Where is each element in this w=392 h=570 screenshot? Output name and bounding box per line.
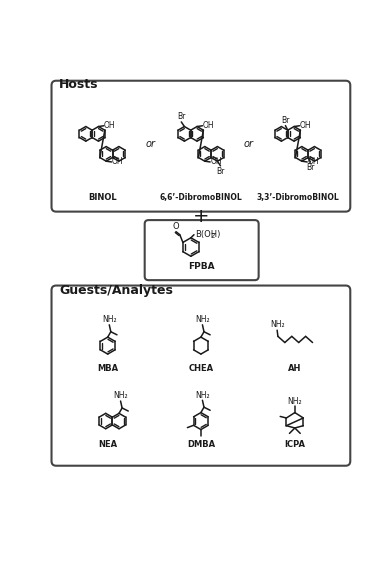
FancyBboxPatch shape (51, 81, 350, 211)
Text: 2: 2 (210, 233, 214, 239)
Text: O: O (172, 222, 179, 231)
Text: ICPA: ICPA (284, 439, 305, 449)
Text: NH₂: NH₂ (270, 320, 285, 329)
Text: Br: Br (216, 166, 225, 176)
Text: NH₂: NH₂ (195, 390, 210, 400)
Text: OH: OH (210, 157, 222, 166)
Text: BINOL: BINOL (88, 193, 117, 202)
Text: OH: OH (104, 121, 116, 131)
Text: or: or (145, 139, 155, 149)
FancyBboxPatch shape (51, 286, 350, 466)
Text: NH₂: NH₂ (195, 315, 210, 324)
Text: Br: Br (281, 116, 290, 125)
Text: +: + (192, 207, 209, 226)
Text: NEA: NEA (98, 439, 117, 449)
Text: DMBA: DMBA (187, 439, 215, 449)
Text: OH: OH (307, 157, 319, 166)
FancyBboxPatch shape (145, 220, 259, 280)
Text: or: or (244, 139, 254, 149)
Text: 3,3’-DibromoBINOL: 3,3’-DibromoBINOL (256, 193, 339, 202)
Text: 6,6’-DibromoBINOL: 6,6’-DibromoBINOL (160, 193, 242, 202)
Text: NH₂: NH₂ (287, 397, 302, 406)
Text: Hosts: Hosts (59, 78, 99, 91)
Text: OH: OH (299, 121, 311, 131)
Text: OH: OH (112, 157, 123, 166)
Text: OH: OH (202, 121, 214, 131)
Text: Guests/Analytes: Guests/Analytes (59, 284, 173, 297)
Text: CHEA: CHEA (188, 364, 214, 373)
Text: AH: AH (288, 364, 301, 373)
Text: Br: Br (177, 112, 185, 121)
Text: MBA: MBA (97, 364, 118, 373)
Text: FPBA: FPBA (189, 262, 215, 271)
Text: NH₂: NH₂ (113, 391, 128, 400)
Text: NH₂: NH₂ (102, 315, 116, 324)
Text: B(OH): B(OH) (195, 230, 220, 239)
Text: Br: Br (306, 163, 315, 172)
